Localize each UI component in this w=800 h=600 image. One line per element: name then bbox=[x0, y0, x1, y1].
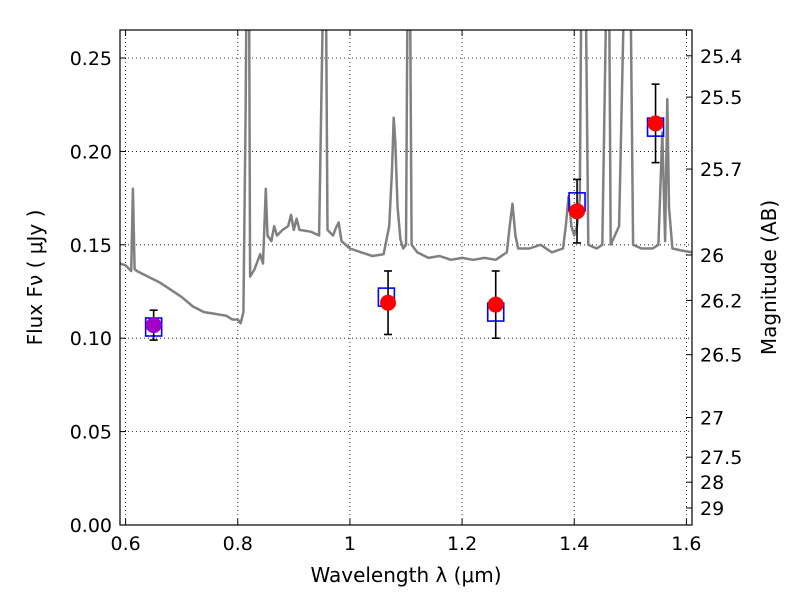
mag-tick-label: 26.5 bbox=[700, 345, 742, 367]
model-points bbox=[144, 117, 665, 337]
mag-tick-label: 27.5 bbox=[700, 447, 742, 469]
observed-point bbox=[145, 317, 162, 334]
x-tick-label: 1 bbox=[344, 533, 356, 555]
y-axis-label-right: Magnitude (AB) bbox=[757, 200, 781, 355]
x-tick-label: 1.2 bbox=[447, 533, 477, 555]
mag-tick-label: 25.5 bbox=[700, 87, 742, 109]
spectrum-series bbox=[120, 30, 692, 325]
observed-point bbox=[380, 294, 397, 311]
mag-tick-label: 27 bbox=[700, 408, 724, 430]
x-axis-label: Wavelength λ (μm) bbox=[310, 563, 501, 587]
y-tick-label: 0.15 bbox=[70, 235, 112, 257]
y-tick-label: 0.25 bbox=[70, 48, 112, 70]
observed-points bbox=[145, 83, 664, 341]
y-tick-label: 0.20 bbox=[70, 141, 112, 163]
x-tick-label: 1.6 bbox=[671, 533, 701, 555]
observed-point bbox=[569, 203, 586, 220]
x-tick-label: 0.6 bbox=[110, 533, 140, 555]
plot-frame bbox=[119, 29, 693, 526]
y-tick-label: 0.05 bbox=[70, 422, 112, 444]
observed-point bbox=[647, 115, 664, 132]
y-axis-label-left: Flux Fν ( μJy ) bbox=[23, 210, 47, 346]
observed-point bbox=[487, 296, 504, 313]
mag-tick-label: 26 bbox=[700, 245, 724, 267]
y-tick-label: 0.10 bbox=[70, 328, 112, 350]
mag-tick-label: 28 bbox=[700, 472, 724, 494]
mag-tick-label: 29 bbox=[700, 498, 724, 520]
mag-tick-label: 26.2 bbox=[700, 290, 742, 312]
axis-ticks: 0.6 0.8 1 1.2 1.4 1.6 0.00 0.05 0.10 0.15 0.20 0.25… bbox=[70, 30, 742, 555]
y-tick-label: 0.00 bbox=[70, 515, 112, 537]
mag-tick-label: 25.4 bbox=[700, 46, 742, 68]
x-tick-label: 0.8 bbox=[223, 533, 253, 555]
x-tick-label: 1.4 bbox=[559, 533, 589, 555]
mag-tick-label: 25.7 bbox=[700, 159, 742, 181]
spectrum-line bbox=[120, 30, 692, 325]
